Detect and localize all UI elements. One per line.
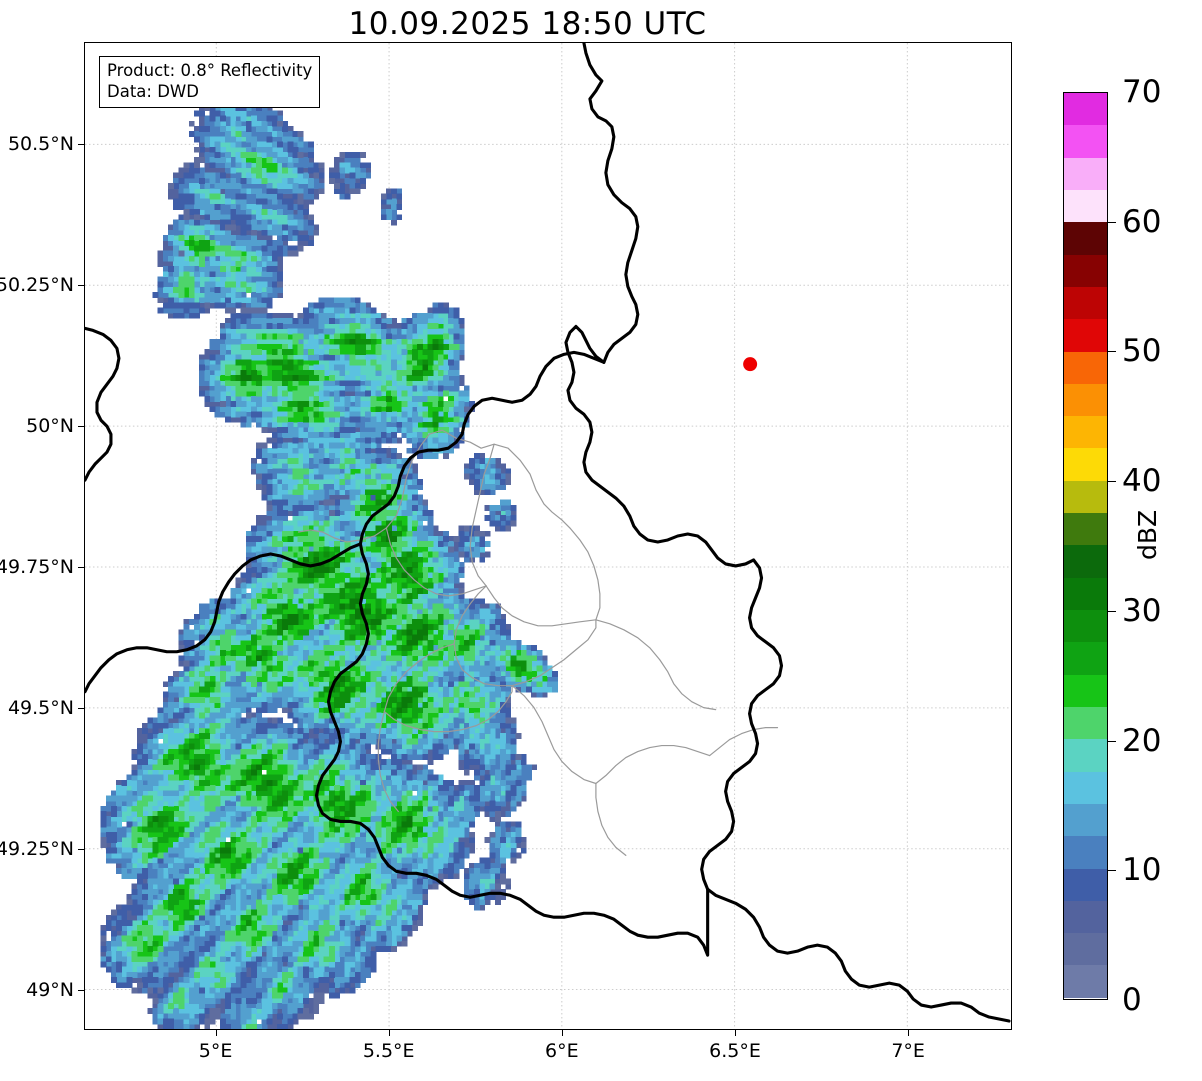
y-tick-label: 49.5°N [7, 697, 74, 720]
radar-echo-cells [121, 131, 543, 1029]
colorbar-band [1064, 189, 1107, 223]
y-tick-label: 50°N [26, 414, 74, 437]
colorbar-band [1064, 803, 1107, 837]
colorbar-tick-label: 10 [1122, 852, 1162, 889]
country-borders-layer [85, 43, 1011, 1023]
x-tick-label: 6°E [545, 1040, 579, 1062]
national-borders [85, 43, 1011, 1023]
radar-echo-cells [100, 94, 558, 1029]
colorbar-band [1064, 157, 1107, 190]
radar-echo-cells [100, 84, 558, 1029]
y-tick-label: 49.75°N [0, 556, 74, 579]
colorbar-band [1064, 900, 1107, 934]
x-tick-mark [908, 1030, 910, 1036]
page-title: 10.09.2025 18:50 UTC [348, 6, 707, 42]
colorbar-band [1064, 351, 1107, 384]
colorbar-band [1064, 254, 1107, 287]
colorbar-tick-label: 50 [1122, 333, 1162, 370]
x-tick-label: 5.5°E [362, 1040, 415, 1062]
colorbar-axis-label: dBZ [1133, 509, 1162, 560]
colorbar-band [1064, 706, 1107, 740]
y-tick-label: 49.25°N [0, 838, 74, 861]
data-source-line: Data: DWD [107, 82, 199, 102]
colorbar-band [1064, 674, 1107, 707]
radar-echo-cells [100, 89, 558, 1029]
colorbar-band [1064, 739, 1107, 772]
colorbar-tick-mark [1108, 221, 1116, 223]
x-tick-label: 6.5°E [709, 1040, 761, 1062]
radar-echo-cells [110, 105, 553, 1029]
colorbar-band [1064, 286, 1107, 320]
colorbar-band [1064, 513, 1107, 546]
colorbar-band [1064, 771, 1107, 804]
colorbar[interactable] [1063, 92, 1108, 1000]
y-tick-mark [78, 143, 84, 145]
x-tick-label: 5°E [198, 1040, 233, 1062]
colorbar-band [1064, 610, 1107, 643]
colorbar-tick-label: 70 [1122, 74, 1162, 110]
radar-echo-cells [116, 115, 548, 1029]
colorbar-tick-mark [1108, 610, 1116, 612]
y-tick-mark [78, 849, 84, 851]
product-line: Product: 0.8° Reflectivity [107, 61, 313, 80]
y-tick-mark [78, 567, 84, 569]
y-tick-mark [78, 284, 84, 286]
colorbar-band [1064, 125, 1107, 158]
colorbar-band [1064, 965, 1107, 998]
x-tick-mark [215, 1030, 217, 1036]
colorbar-band [1064, 933, 1107, 966]
y-tick-label: 50.5°N [7, 132, 74, 155]
radar-reflectivity-layer [100, 84, 558, 1029]
x-tick-mark [388, 1030, 390, 1036]
colorbar-tick-label: 0 [1122, 982, 1142, 1018]
colorbar-band [1064, 836, 1107, 869]
x-tick-mark [734, 1030, 736, 1036]
radar-echo-cells [142, 240, 522, 952]
colorbar-band [1064, 642, 1107, 675]
colorbar-tick-mark [1108, 870, 1116, 872]
colorbar-band [1064, 222, 1107, 255]
colorbar-tick-mark [1108, 481, 1116, 483]
colorbar-tick-label: 60 [1122, 203, 1162, 240]
map-plot-area[interactable]: Product: 0.8° Reflectivity Data: DWD [84, 42, 1012, 1030]
colorbar-tick-mark [1108, 351, 1116, 353]
colorbar-band [1064, 868, 1107, 901]
x-tick-label: 7°E [891, 1040, 925, 1062]
colorbar-band [1064, 319, 1107, 352]
colorbar-tick-label: 30 [1122, 592, 1162, 629]
y-tick-label: 50.25°N [0, 273, 74, 296]
y-tick-mark [78, 708, 84, 710]
y-tick-mark [78, 990, 84, 992]
colorbar-tick-label: 40 [1122, 463, 1162, 500]
y-tick-mark [78, 425, 84, 427]
colorbar-band [1064, 93, 1107, 126]
colorbar-band [1064, 480, 1107, 514]
colorbar-band [1064, 545, 1107, 578]
x-tick-mark [561, 1030, 563, 1036]
y-tick-label: 49°N [26, 979, 74, 1002]
colorbar-band [1064, 383, 1107, 417]
luxembourg-internal-boundaries [297, 429, 779, 856]
marker-layer[interactable] [85, 43, 1011, 1029]
colorbar-tick-mark [1108, 740, 1116, 742]
colorbar-band [1064, 416, 1107, 449]
colorbar-band [1064, 577, 1107, 610]
colorbar-band [1064, 448, 1107, 481]
radar-site-marker[interactable] [743, 357, 758, 372]
product-info-box: Product: 0.8° Reflectivity Data: DWD [99, 56, 321, 108]
colorbar-tick-label: 20 [1122, 722, 1162, 759]
